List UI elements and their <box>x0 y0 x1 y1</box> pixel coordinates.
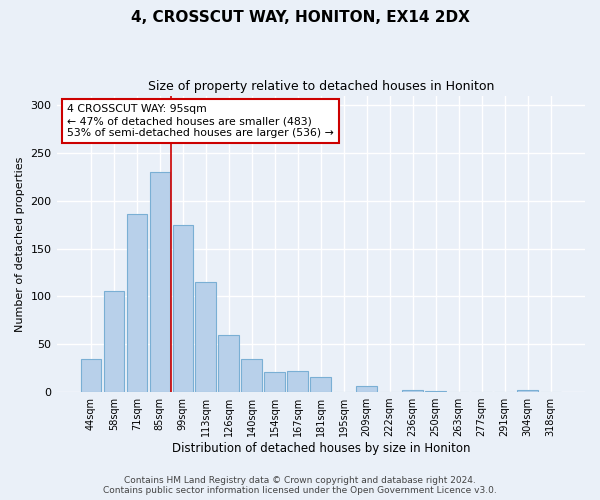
Text: 4, CROSSCUT WAY, HONITON, EX14 2DX: 4, CROSSCUT WAY, HONITON, EX14 2DX <box>131 10 469 25</box>
Bar <box>265 372 285 392</box>
Bar <box>173 224 193 392</box>
Bar <box>149 172 170 392</box>
Bar <box>356 386 377 392</box>
Bar <box>287 371 308 392</box>
Text: 4 CROSSCUT WAY: 95sqm
← 47% of detached houses are smaller (483)
53% of semi-det: 4 CROSSCUT WAY: 95sqm ← 47% of detached … <box>67 104 334 138</box>
Title: Size of property relative to detached houses in Honiton: Size of property relative to detached ho… <box>148 80 494 93</box>
Bar <box>310 377 331 392</box>
Bar <box>425 391 446 392</box>
Bar <box>80 358 101 392</box>
Text: Contains HM Land Registry data © Crown copyright and database right 2024.
Contai: Contains HM Land Registry data © Crown c… <box>103 476 497 495</box>
X-axis label: Distribution of detached houses by size in Honiton: Distribution of detached houses by size … <box>172 442 470 455</box>
Bar <box>517 390 538 392</box>
Bar <box>196 282 216 392</box>
Bar <box>403 390 423 392</box>
Bar <box>127 214 147 392</box>
Bar <box>104 290 124 392</box>
Y-axis label: Number of detached properties: Number of detached properties <box>15 156 25 332</box>
Bar <box>241 358 262 392</box>
Bar <box>218 334 239 392</box>
